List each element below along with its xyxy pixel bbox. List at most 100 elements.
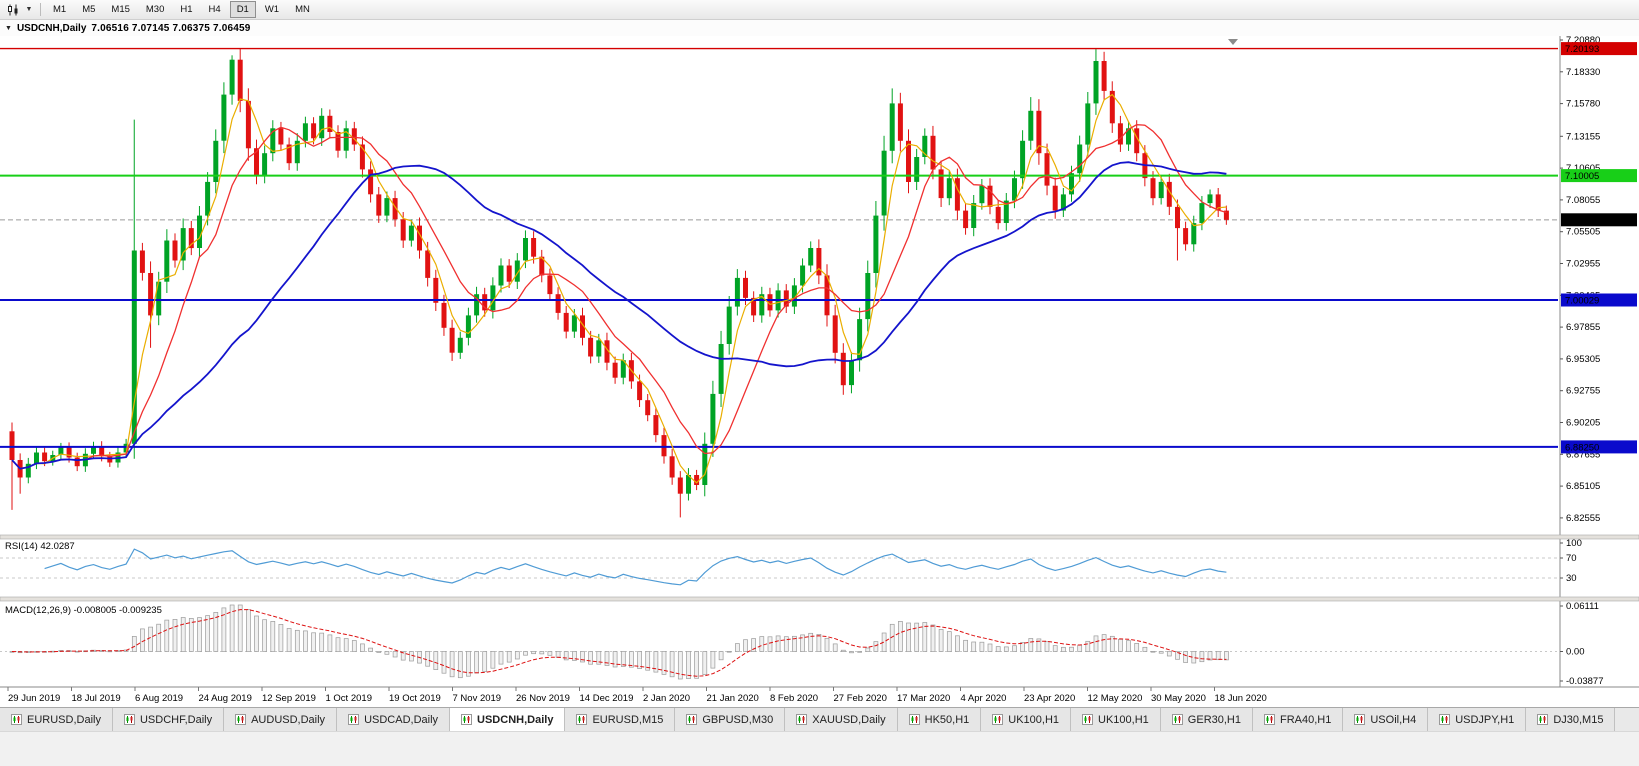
timeframe-toolbar: M1 M5 M15 M30 H1 H4 D1 W1 MN bbox=[46, 1, 317, 18]
time-axis-label: 21 Jan 2020 bbox=[707, 693, 759, 704]
chart-menu-icon[interactable]: ▼ bbox=[5, 24, 12, 32]
price-badge-label: 6.88250 bbox=[1565, 442, 1599, 453]
tab-chart-icon bbox=[1537, 714, 1549, 725]
rsi-label: RSI(14) 42.0287 bbox=[5, 541, 75, 552]
time-axis-label: 24 Aug 2019 bbox=[199, 693, 252, 704]
tab-chart-icon bbox=[461, 714, 473, 725]
time-axis-label: 2 Jan 2020 bbox=[643, 693, 690, 704]
price-axis-label: 7.20880 bbox=[1566, 36, 1600, 46]
tab-chart-icon bbox=[576, 714, 588, 725]
tab-chart-icon bbox=[1082, 714, 1094, 725]
moving-average-30 bbox=[11, 161, 1227, 470]
tab-chart-icon bbox=[1354, 714, 1366, 725]
macd-axis-label: -0.03877 bbox=[1566, 676, 1604, 687]
price-chart[interactable]: 7.20880 7.18330 7.15780 7.13155 7.10605 7.080… bbox=[0, 36, 1639, 707]
chart-titlebar[interactable]: ▼ USDCNH,Daily 7.06516 7.07145 7.06375 7… bbox=[0, 20, 1639, 36]
moving-average-9 bbox=[11, 124, 1227, 470]
tab-chart-icon bbox=[796, 714, 808, 725]
tab-label: GER30,H1 bbox=[1187, 713, 1241, 726]
chart-ohlc-readout: 7.06516 7.07145 7.06375 7.06459 bbox=[91, 22, 251, 34]
tab-label: HK50,H1 bbox=[924, 713, 970, 726]
panel-separator[interactable] bbox=[0, 596, 1639, 602]
tab-label: FRA40,H1 bbox=[1280, 713, 1332, 726]
time-axis[interactable]: 29 Jun 2019 18 Jul 2019 6 Aug 2019 24 Aug 2… bbox=[7, 687, 1267, 704]
price-axis-label: 6.82555 bbox=[1566, 513, 1600, 524]
chart-tab-uk100-h1[interactable]: UK100,H1 bbox=[1071, 708, 1161, 731]
timeframe-button-h4[interactable]: H4 bbox=[202, 1, 228, 18]
tab-chart-icon bbox=[123, 714, 135, 725]
tab-label: USDCHF,Daily bbox=[139, 713, 213, 726]
time-axis-label: 23 Apr 2020 bbox=[1024, 693, 1075, 704]
price-axis-label: 6.92755 bbox=[1566, 386, 1600, 397]
tab-label: USDCAD,Daily bbox=[364, 713, 439, 726]
time-axis-label: 17 Mar 2020 bbox=[897, 693, 950, 704]
time-axis-label: 19 Oct 2019 bbox=[389, 693, 441, 704]
tab-label: UK100,H1 bbox=[1008, 713, 1060, 726]
timeframe-button-m15[interactable]: M15 bbox=[104, 1, 136, 18]
time-axis-label: 1 Oct 2019 bbox=[326, 693, 372, 704]
chart-tab-hk50-h1[interactable]: HK50,H1 bbox=[897, 708, 982, 731]
candlestick-series bbox=[9, 48, 1229, 518]
timeframe-button-d1[interactable]: D1 bbox=[229, 1, 256, 18]
dropdown-caret-icon[interactable]: ▼ bbox=[25, 6, 33, 13]
chart-tab-xauusd-daily[interactable]: XAUUSD,Daily bbox=[785, 708, 898, 731]
chart-tab-gbpusd-m30[interactable]: GBPUSD,M30 bbox=[675, 708, 786, 731]
time-axis-label: 8 Feb 2020 bbox=[770, 693, 818, 704]
tab-chart-icon bbox=[1439, 714, 1451, 725]
chart-window: ▼ USDCNH,Daily 7.06516 7.07145 7.06375 7… bbox=[0, 20, 1639, 707]
chart-tab-eurusd-m15[interactable]: EURUSD,M15 bbox=[565, 708, 676, 731]
chart-tab-usdchf-daily[interactable]: USDCHF,Daily bbox=[112, 708, 225, 731]
chart-tab-usdcad-daily[interactable]: USDCAD,Daily bbox=[337, 708, 451, 731]
time-axis-label: 6 Aug 2019 bbox=[135, 693, 183, 704]
timeframe-button-m30[interactable]: M30 bbox=[139, 1, 171, 18]
price-badge-label: 7.10005 bbox=[1565, 171, 1599, 182]
price-axis-label: 7.10605 bbox=[1566, 163, 1600, 174]
chart-tab-fra40-h1[interactable]: FRA40,H1 bbox=[1253, 708, 1344, 731]
price-badge bbox=[1561, 169, 1637, 183]
timeframe-button-m5[interactable]: M5 bbox=[75, 1, 102, 18]
time-axis-label: 12 Sep 2019 bbox=[262, 693, 316, 704]
price-badge bbox=[1561, 440, 1637, 454]
price-badge-label: 7.00029 bbox=[1565, 296, 1599, 307]
tab-label: XAUUSD,Daily bbox=[812, 713, 886, 726]
price-axis-label: 7.08055 bbox=[1566, 195, 1600, 206]
timeframe-button-m1[interactable]: M1 bbox=[46, 1, 73, 18]
tab-label: USOil,H4 bbox=[1370, 713, 1417, 726]
rsi-axis-label: 100 bbox=[1566, 538, 1582, 549]
macd-axis-label: 0.00 bbox=[1566, 647, 1585, 658]
tab-chart-icon bbox=[235, 714, 247, 725]
tab-chart-icon bbox=[992, 714, 1004, 725]
chart-tab-ger30-h1[interactable]: GER30,H1 bbox=[1160, 708, 1253, 731]
chart-shift-marker[interactable] bbox=[1228, 39, 1238, 45]
timeframe-button-mn[interactable]: MN bbox=[288, 1, 317, 18]
tab-chart-icon bbox=[1264, 714, 1275, 725]
time-axis-label: 4 Apr 2020 bbox=[961, 693, 1007, 704]
tab-label: EURUSD,M15 bbox=[592, 713, 664, 726]
candlestick-chart-icon[interactable] bbox=[3, 2, 23, 18]
timeframe-button-h1[interactable]: H1 bbox=[173, 1, 199, 18]
chart-tab-uk100-h1[interactable]: UK100,H1 bbox=[981, 708, 1072, 731]
chart-tab-usoil-h4[interactable]: USOil,H4 bbox=[1343, 708, 1429, 731]
status-strip bbox=[0, 731, 1639, 766]
tab-chart-icon bbox=[11, 714, 22, 725]
moving-average-4 bbox=[11, 93, 1227, 484]
panel-separator[interactable] bbox=[0, 534, 1639, 540]
time-axis-label: 18 Jun 2020 bbox=[1215, 693, 1267, 704]
chart-tab-audusd-daily[interactable]: AUDUSD,Daily bbox=[224, 708, 338, 731]
tab-label: GBPUSD,M30 bbox=[702, 713, 774, 726]
chart-tab-dj30-m15[interactable]: DJ30,M15 bbox=[1526, 708, 1616, 731]
price-axis-label: 7.02955 bbox=[1566, 259, 1600, 270]
chart-tab-usdjpy-h1[interactable]: USDJPY,H1 bbox=[1428, 708, 1527, 731]
price-axis-label: 7.18330 bbox=[1566, 67, 1600, 78]
tab-chart-icon bbox=[1171, 714, 1183, 725]
chart-tab-usdcnh-daily[interactable]: USDCNH,Daily bbox=[450, 708, 566, 731]
tab-chart-icon bbox=[686, 714, 698, 725]
chart-title: USDCNH,Daily bbox=[16, 22, 87, 34]
chart-tab-eurusd-daily[interactable]: EURUSD,Daily bbox=[0, 708, 113, 731]
time-axis-label: 12 May 2020 bbox=[1088, 693, 1143, 704]
price-axis-label: 7.15780 bbox=[1566, 99, 1600, 110]
timeframe-button-w1[interactable]: W1 bbox=[258, 1, 286, 18]
candlestick-glyph bbox=[7, 4, 17, 15]
price-badge-label: 7.06459 bbox=[1565, 215, 1599, 226]
